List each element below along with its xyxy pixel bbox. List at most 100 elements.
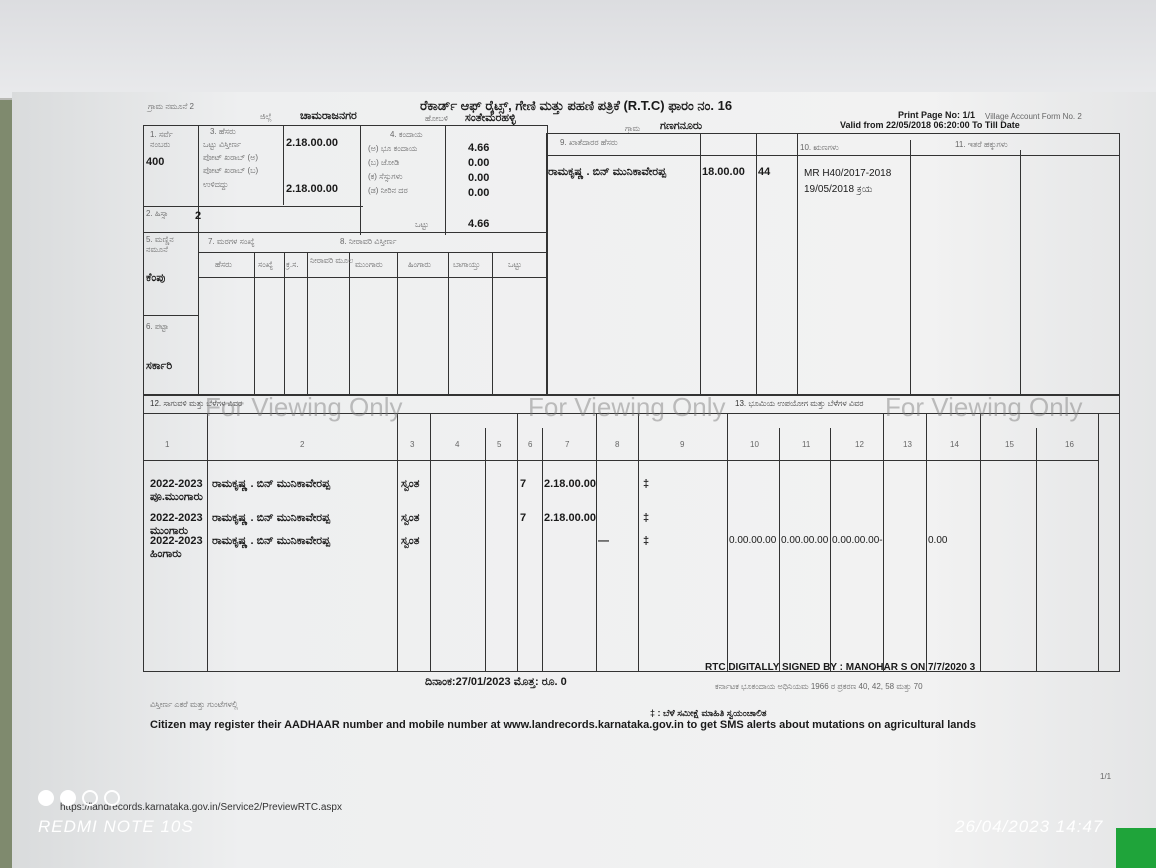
- hissa-label: 2. ಹಿಸ್ಸಾ: [146, 209, 169, 218]
- issue-date: ದಿನಾಂಕ:27/01/2023 ಮೊತ್ತ: ರೂ. 0: [425, 676, 567, 688]
- col-number: 5: [497, 440, 502, 449]
- land-class: 7: [520, 512, 527, 524]
- patta-label: 6. ಪಟ್ಟಾ: [146, 322, 169, 331]
- tax-row: (ಬ) ಜೋಡಿ: [368, 158, 400, 167]
- soil-type: ಕೆಂಪು: [146, 272, 166, 284]
- watermark: For Viewing Only: [528, 392, 726, 422]
- cultivation-mode: ಸ್ವಂತ: [401, 512, 420, 524]
- land-area: 2.18.00.00: [544, 512, 596, 524]
- col-header: ಮುಂಗಾರು: [355, 260, 383, 269]
- col11: 0.00.00.00: [781, 535, 829, 546]
- crop-mark: ‡: [643, 512, 650, 524]
- col-number: 16: [1065, 440, 1074, 449]
- document-title: ರೆಕಾರ್ಡ್ ಆಫ್ ರೈಟ್ಸ್, ಗೇಣಿ ಮತ್ತು ಪಹಣಿ ಪತ್…: [420, 98, 733, 113]
- survey-label: 1. ಸರ್ವೆ ನಂಬರು: [150, 130, 173, 149]
- col-header: ಹಿಂಗಾರು: [408, 260, 431, 269]
- year: 2022-2023: [150, 535, 203, 547]
- season: ಮುಂಗಾರು: [150, 525, 188, 537]
- village: ಗಣಗನೂರು: [660, 120, 703, 132]
- season: ಪೂ.ಮುಂಗಾರು: [150, 491, 203, 503]
- form-number: Village Account Form No. 2: [985, 112, 1082, 121]
- cultivation-mode: ಸ್ವಂತ: [401, 478, 420, 490]
- area-unit-note: ವಿಸ್ತೀರ್ಣ ಎಕರೆ ಮತ್ತು ಗುಂಟೆಗಳಲ್ಲಿ: [150, 700, 238, 709]
- district-label: ಜಿಲ್ಲೆ: [260, 112, 272, 121]
- area-total: 2.18.00.00: [286, 137, 338, 149]
- irrigation-label: 8. ನೀರಾವರಿ ವಿಸ್ತೀರ್ಣ: [340, 237, 397, 246]
- col-number: 13: [903, 440, 912, 449]
- col12: 0.00.00.00-: [832, 535, 883, 546]
- season: ಹಿಂಗಾರು: [150, 548, 182, 560]
- survey-number: 400: [146, 156, 165, 168]
- area-row: ಉಳಿದದ್ದು: [203, 180, 229, 189]
- survey-table: [143, 125, 548, 395]
- hissa: 2: [195, 210, 202, 222]
- hobli: ಸಂತೇಮರಹಳ್ಳಿ: [465, 112, 516, 124]
- hobli-label: ಹೋಬಳಿ: [425, 114, 449, 123]
- area-row: ಪೋಟ್ ಖರಾಬ್ (ಬ): [203, 166, 259, 175]
- watermark: For Viewing Only: [885, 392, 1083, 422]
- village-label: ಗ್ರಾಮ: [625, 124, 641, 133]
- tax-value: 0.00: [468, 157, 490, 169]
- col-number: 6: [528, 440, 533, 449]
- crop-mark: ‡: [643, 478, 650, 490]
- col-number: 3: [410, 440, 415, 449]
- other-rights-label: 11. ಇತರೆ ಹಕ್ಕುಗಳು: [955, 140, 1008, 149]
- col-number: 2: [300, 440, 305, 449]
- section-12-label: 12. ಸಾಗುವಳಿ ಮತ್ತು ಬೆಳೆಗಳ ವಿವರ: [150, 399, 243, 408]
- crop-survey-note: ‡ : ಬೆಳೆ ಸಮೀಕ್ಷೆ ಮಾಹಿತಿ ಸ್ವಯಂಚಾಲಿತ: [650, 708, 767, 718]
- owner-label: 9. ಖಾತೆದಾರರ ಹೆಸರು: [560, 138, 618, 147]
- col-number: 15: [1005, 440, 1014, 449]
- patta: ಸರ್ಕಾರಿ: [146, 360, 173, 372]
- print-page: Print Page No: 1/1: [898, 110, 976, 120]
- col-number: 9: [680, 440, 685, 449]
- tax-value: 0.00: [468, 187, 490, 199]
- tax-row: (ಕ) ಸೆಸ್ಸುಗಳು: [368, 172, 403, 181]
- citizen-notice: Citizen may register their AADHAAR numbe…: [150, 719, 976, 731]
- rtc-document: [12, 92, 1156, 868]
- col14: 0.00: [928, 535, 948, 546]
- page-url: https://landrecords.karnataka.gov.in/Ser…: [60, 802, 342, 813]
- area-remaining: 2.18.00.00: [286, 183, 338, 195]
- col-number: 11: [802, 440, 811, 449]
- tax-label: 4. ಕಂದಾಯ: [390, 130, 423, 139]
- col-number: 7: [565, 440, 570, 449]
- validity: Valid from 22/05/2018 06:20:00 To Till D…: [840, 120, 1020, 130]
- col-header: ಒಟ್ಟು: [508, 260, 522, 269]
- act-reference: ಕರ್ನಾಟಕ ಭೂಕಂದಾಯ ಅಧಿನಿಯಮ 1966 ರ ಪ್ರಕರಣ 40…: [715, 682, 923, 691]
- tax-row: (ಡ) ನೀರಿನ ದರ: [368, 186, 408, 195]
- district: ಚಾಮರಾಜನಗರ: [300, 110, 357, 122]
- col8: —: [598, 535, 609, 547]
- year: 2022-2023: [150, 478, 203, 490]
- cultivator-name: ರಾಮಕೃಷ್ಣ . ಬಿನ್ ಮುನಿಕಾವೇರಪ್ಪ: [212, 535, 331, 547]
- owner-name: ರಾಮಕೃಷ್ಣ . ಬಿನ್ ಮುನಿಕಾವೇರಪ್ಪ: [548, 166, 667, 178]
- soil-label: 5. ಮಣ್ಣಿನ ನಮೂನೆ: [146, 235, 174, 254]
- col10: 0.00.00.00: [729, 535, 777, 546]
- cultivator-name: ರಾಮಕೃಷ್ಣ . ಬಿನ್ ಮುನಿಕಾವೇರಪ್ಪ: [212, 512, 331, 524]
- tax-total-label: ಒಟ್ಟು: [415, 220, 429, 229]
- crop-mark: ‡: [643, 535, 650, 547]
- mutation-ref: MR H40/2017-2018: [804, 168, 892, 179]
- col-header: ಹೆಸರು: [215, 260, 232, 269]
- tax-value: 0.00: [468, 172, 490, 184]
- name-label: 3. ಹೆಸರು: [210, 127, 236, 136]
- col-header: ಸಂಖ್ಯೆ: [258, 260, 274, 269]
- camera-model: REDMI NOTE 10S: [38, 817, 194, 836]
- col-number: 12: [855, 440, 864, 449]
- cultivation-mode: ಸ್ವಂತ: [401, 535, 420, 547]
- land-class: 7: [520, 478, 527, 490]
- year: 2022-2023: [150, 512, 203, 524]
- upper-page: [0, 0, 1156, 100]
- col-header: ಕ್ರ.ಸ.: [286, 260, 299, 269]
- cultivator-name: ರಾಮಕೃಷ್ಣ . ಬಿನ್ ಮುನಿಕಾವೇರಪ್ಪ: [212, 478, 331, 490]
- section-13-label: 13. ಭೂಮಿಯ ಉಪಯೋಗ ಮತ್ತು ಬೆಳೆಗಳ ವಿವರ: [735, 399, 864, 408]
- form-top-left: ಗ್ರಾಮ ನಮೂನೆ 2: [148, 102, 194, 111]
- trees-label: 7. ಮರಗಳ ಸಂಖ್ಯೆ: [208, 237, 255, 246]
- area-row: ಪೋಟ್ ಖರಾಬ್ (ಅ): [203, 153, 259, 162]
- land-area: 2.18.00.00: [544, 478, 596, 490]
- col-header: ಬಾಗಾಯ್ತು: [453, 260, 481, 269]
- col-number: 4: [455, 440, 460, 449]
- mutation-date: 19/05/2018 ಕ್ರಯ: [804, 184, 873, 195]
- green-corner: [1116, 828, 1156, 868]
- watermark: For Viewing Only: [205, 392, 403, 422]
- tax-total: 4.66: [468, 218, 490, 230]
